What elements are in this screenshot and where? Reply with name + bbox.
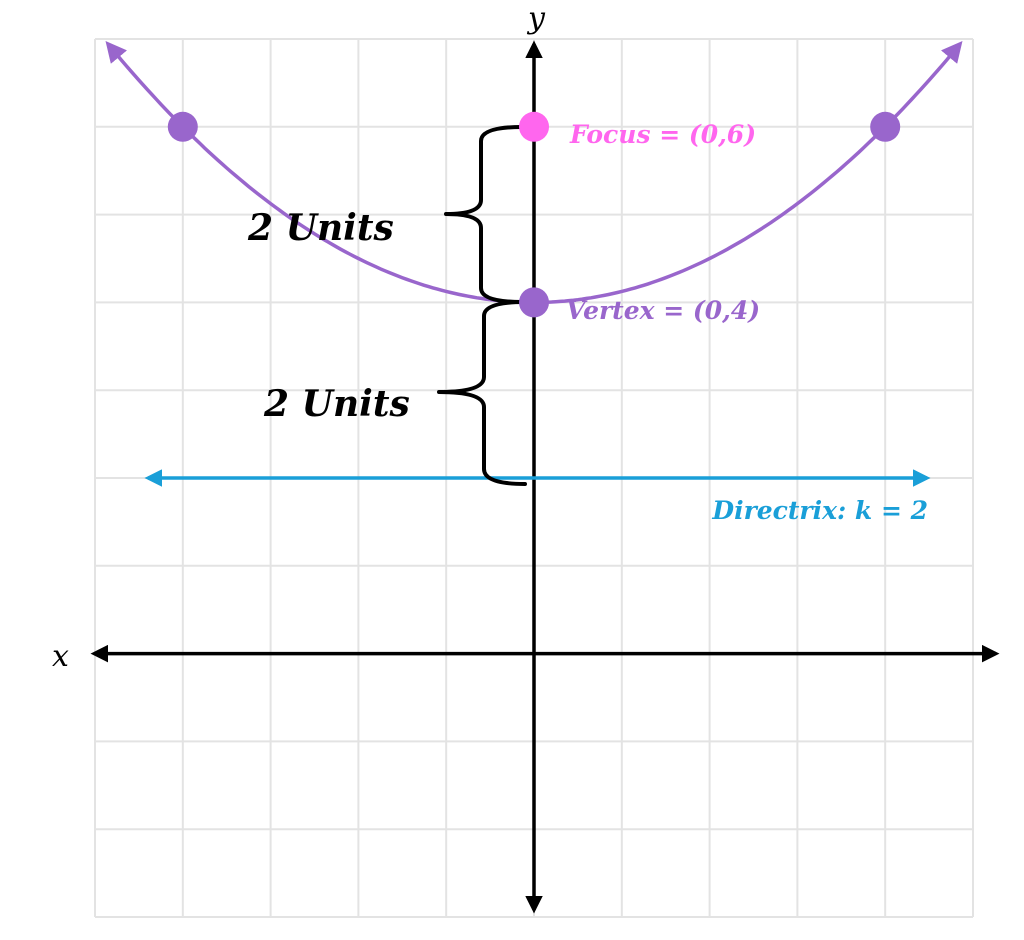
vertex-point — [519, 287, 549, 318]
upper-brace-label: 2 Units — [247, 207, 394, 249]
lower-brace — [437, 300, 527, 486]
lower-brace-label: 2 Units — [263, 383, 410, 425]
left-curve-point — [167, 111, 198, 142]
directrix-label: Directrix: k = 2 — [711, 496, 928, 525]
x-axis-label: x — [52, 639, 69, 674]
marked-points — [167, 111, 901, 318]
vertex-label: Vertex = (0,4) — [566, 296, 760, 325]
focus-label: Focus = (0,6) — [569, 120, 756, 149]
upper-brace — [444, 125, 524, 304]
right-curve-point — [870, 111, 901, 142]
focus-point — [519, 111, 549, 142]
y-axis-label: y — [526, 1, 546, 36]
